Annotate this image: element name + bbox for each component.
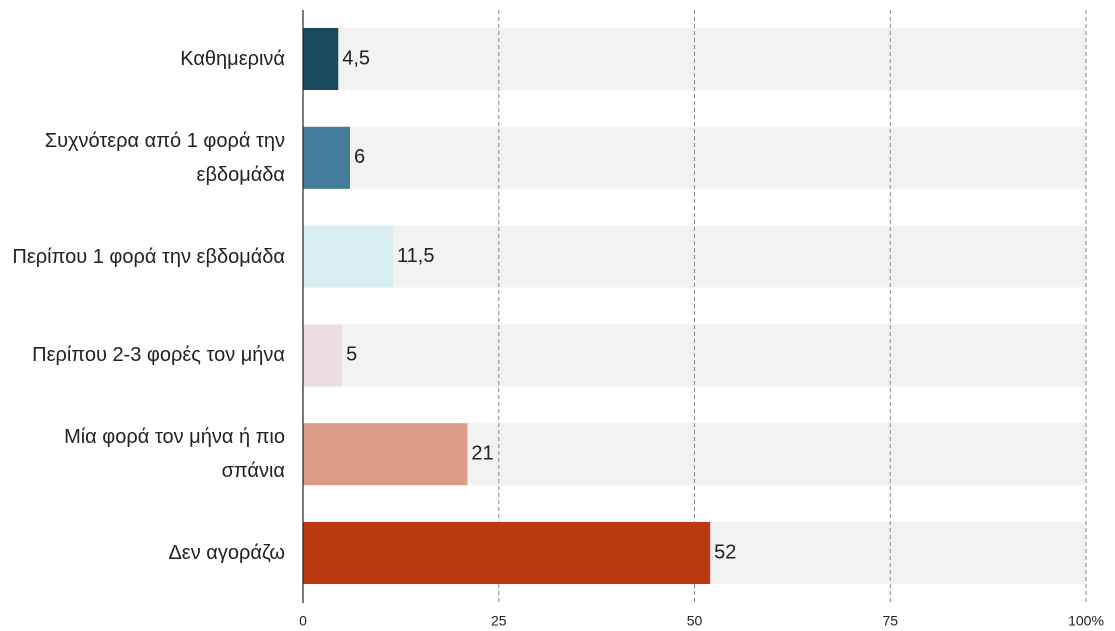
x-tick-label: 100% — [1068, 613, 1104, 629]
value-label: 4,5 — [342, 47, 370, 69]
x-tick-label: 50 — [687, 613, 703, 629]
bar — [303, 522, 711, 584]
category-label: Δεν αγοράζω — [168, 542, 285, 564]
x-tick-label: 75 — [882, 613, 898, 629]
value-label: 21 — [471, 442, 493, 464]
category-label: Περίπου 1 φορά την εβδομάδα — [12, 245, 285, 268]
value-label: 52 — [714, 541, 736, 563]
bar — [303, 423, 468, 486]
bar — [303, 324, 343, 387]
bar — [303, 126, 350, 189]
category-label: Καθημερινά — [180, 48, 285, 70]
value-label: 11,5 — [397, 245, 434, 267]
value-label: 5 — [346, 344, 357, 366]
x-tick-label: 25 — [491, 613, 507, 629]
bar — [303, 225, 394, 288]
bar — [303, 28, 339, 90]
category-label: Περίπου 2-3 φορές τον μήνα — [32, 344, 285, 367]
value-label: 6 — [354, 146, 365, 168]
category-label: Συχνότερα από 1 φορά την εβδομάδα — [44, 129, 285, 186]
category-label: Μία φορά τον μήνα ή πιο σπάνια — [64, 426, 285, 483]
x-tick-label: 0 — [299, 613, 307, 629]
